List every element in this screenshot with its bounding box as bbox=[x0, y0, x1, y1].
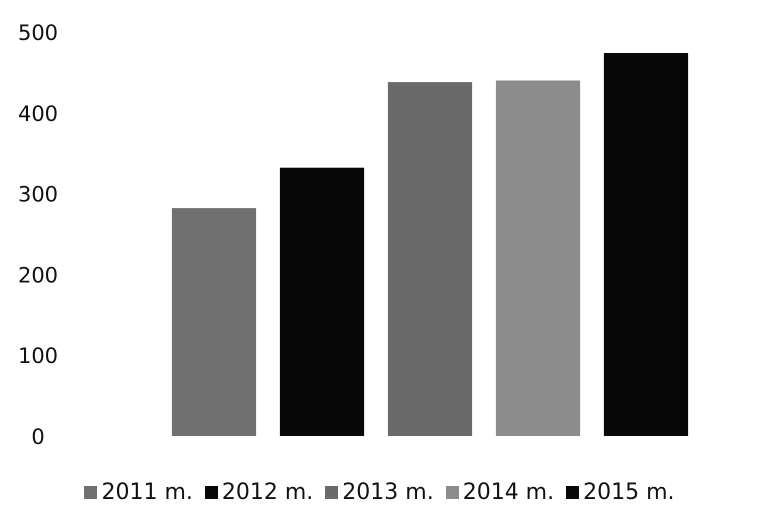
legend-item: 2015 m. bbox=[566, 479, 675, 505]
bar-2015-m bbox=[603, 53, 689, 436]
y-tick-label: 200 bbox=[18, 263, 58, 287]
chart-legend: 2011 m. 2012 m. 2013 m. 2014 m. 2015 m. bbox=[0, 478, 759, 506]
legend-swatch bbox=[445, 485, 459, 499]
bar-2014-m bbox=[495, 80, 581, 436]
legend-item: 2012 m. bbox=[204, 479, 314, 505]
legend-swatch bbox=[84, 485, 98, 499]
legend-label: 2011 m. bbox=[101, 479, 193, 505]
legend-swatch bbox=[325, 485, 339, 499]
y-tick-label: 100 bbox=[18, 344, 58, 368]
legend-label: 2013 m. bbox=[342, 479, 434, 505]
legend-item: 2013 m. bbox=[325, 479, 434, 505]
bar-2012-m bbox=[279, 167, 365, 436]
y-tick-label: 500 bbox=[18, 21, 58, 45]
y-tick-label: 0 bbox=[31, 425, 44, 449]
y-tick-label: 400 bbox=[18, 102, 58, 126]
legend-item: 2011 m. bbox=[84, 479, 193, 505]
legend-swatch bbox=[566, 485, 580, 499]
legend-item: 2014 m. bbox=[445, 479, 555, 505]
legend-swatch bbox=[204, 485, 218, 499]
legend-label: 2012 m. bbox=[221, 479, 314, 505]
legend-label: 2014 m. bbox=[462, 479, 555, 505]
legend-label: 2015 m. bbox=[583, 479, 675, 505]
bar-2011-m bbox=[171, 208, 257, 436]
bar-2013-m bbox=[387, 82, 473, 436]
y-tick-label: 300 bbox=[18, 183, 58, 207]
